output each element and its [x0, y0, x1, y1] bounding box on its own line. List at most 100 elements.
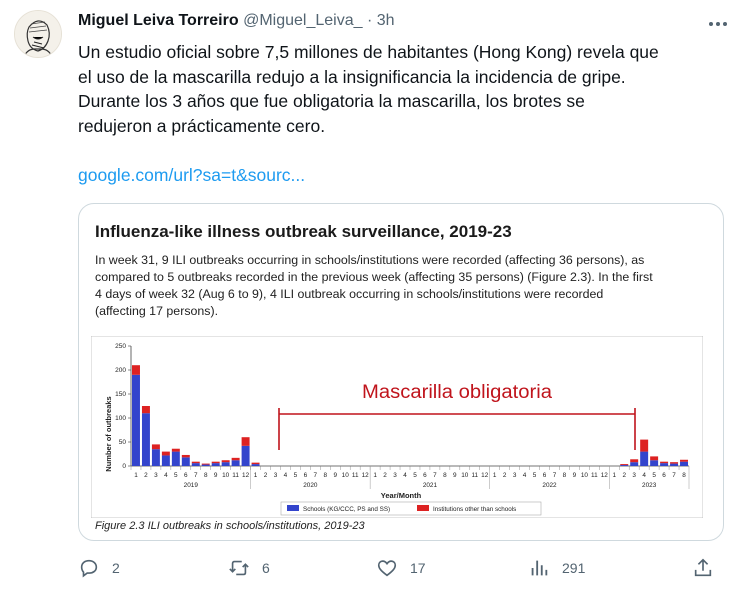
avatar[interactable] [14, 10, 62, 58]
bar-institutions [640, 439, 649, 452]
x-tick-label: 2 [264, 472, 268, 479]
x-tick-label: 10 [222, 472, 230, 479]
x-tick-label: 6 [543, 472, 547, 479]
y-tick-label: 150 [115, 391, 126, 398]
user-handle[interactable]: @Miguel_Leiva_ [243, 12, 363, 29]
share-button[interactable] [692, 554, 714, 582]
x-tick-label: 1 [373, 472, 377, 479]
tweet-link[interactable]: google.com/url?sa=t&sourc... [78, 165, 306, 185]
bar-schools [660, 463, 669, 466]
tweet-text-line: Durante los 3 años que fue obligatoria l… [78, 91, 585, 111]
reply-button[interactable]: 2 [78, 554, 120, 582]
bar-institutions [620, 464, 629, 466]
bar-institutions [151, 444, 160, 450]
x-tick-label: 6 [423, 472, 427, 479]
view-count: 291 [562, 560, 586, 576]
x-tick-label: 6 [304, 472, 308, 479]
x-tick-label: 2 [622, 472, 626, 479]
x-tick-label: 8 [443, 472, 447, 479]
y-axis-label: Number of outbreaks [104, 396, 113, 471]
bar-institutions [670, 462, 679, 464]
card-title: Influenza-like illness outbreak surveill… [95, 222, 512, 241]
tweet-text-line: redujeron a prácticamente cero. [78, 115, 326, 136]
x-tick-label: 10 [342, 472, 350, 479]
bar-schools [680, 461, 689, 466]
x-tick-label: 4 [403, 472, 407, 479]
card-paragraph-line: 4 days of week 32 (Aug 6 to 9), 4 ILI ou… [95, 287, 604, 301]
year-label: 2023 [642, 482, 657, 489]
x-tick-label: 2 [144, 472, 148, 479]
bar-institutions [680, 459, 689, 462]
y-tick-label: 250 [115, 343, 126, 350]
bar-institutions [141, 406, 150, 414]
more-icon [709, 22, 727, 26]
bar-schools [620, 465, 629, 466]
x-tick-label: 7 [314, 472, 318, 479]
outbreak-chart: Number of outbreaks Year/Month 0 50 100 150… [91, 336, 703, 518]
bar-schools [650, 460, 659, 466]
x-tick-label: 4 [284, 472, 288, 479]
display-name[interactable]: Miguel Leiva Torreiro [78, 12, 239, 29]
tweet-text-line: Un estudio oficial sobre 7,5 millones de… [78, 42, 659, 62]
x-tick-label: 11 [591, 472, 598, 479]
x-tick-label: 9 [573, 472, 577, 479]
figure-caption: Figure 2.3 ILI outbreaks in schools/inst… [95, 520, 365, 532]
chart-frame [91, 336, 703, 518]
x-tick-label: 8 [563, 472, 567, 479]
bar-schools [670, 463, 679, 466]
bar-institutions [231, 457, 240, 461]
bar-schools [221, 462, 230, 466]
x-tick-label: 1 [134, 472, 138, 479]
retweet-count: 6 [262, 560, 270, 576]
x-tick-label: 6 [662, 472, 666, 479]
like-button[interactable]: 17 [376, 554, 426, 582]
bar-schools [131, 374, 140, 466]
timestamp[interactable]: 3h [376, 12, 395, 29]
x-tick-label: 5 [413, 472, 417, 479]
retweet-button[interactable]: 6 [228, 554, 270, 582]
x-tick-label: 7 [433, 472, 437, 479]
views-button[interactable]: 291 [528, 554, 585, 582]
x-tick-label: 6 [184, 472, 188, 479]
bar-schools [191, 463, 200, 466]
bar-institutions [630, 459, 639, 463]
x-tick-label: 8 [682, 472, 686, 479]
bar-schools [181, 457, 190, 466]
card-paragraph-line: compared to 5 outbreaks recorded in the … [95, 270, 653, 284]
x-tick-label: 4 [523, 472, 527, 479]
x-tick-label: 8 [324, 472, 328, 479]
bar-institutions [251, 462, 260, 465]
bar-schools [201, 464, 210, 466]
like-icon [377, 560, 397, 577]
bar-institutions [201, 463, 210, 465]
avatar-sketch [15, 11, 61, 57]
x-tick-label: 3 [274, 472, 278, 479]
more-button[interactable] [706, 14, 730, 34]
card-paragraph-line: In week 31, 9 ILI outbreaks occurring in… [95, 253, 645, 267]
x-tick-label: 12 [481, 472, 489, 479]
legend-swatch-institutions [417, 505, 429, 511]
x-axis-label: Year/Month [381, 491, 422, 500]
legend-swatch-schools [287, 505, 299, 511]
x-tick-label: 7 [194, 472, 198, 479]
bar-institutions [211, 461, 220, 464]
share-icon [694, 558, 712, 577]
bar-schools [171, 451, 180, 466]
year-label: 2021 [423, 482, 438, 489]
reply-icon [80, 559, 98, 578]
x-tick-label: 11 [471, 472, 478, 479]
x-tick-label: 11 [232, 472, 239, 479]
x-tick-label: 8 [204, 472, 208, 479]
x-tick-label: 1 [612, 472, 616, 479]
x-tick-label: 3 [154, 472, 158, 479]
bar-schools [211, 463, 220, 466]
x-tick-label: 5 [533, 472, 537, 479]
bar-institutions [241, 437, 250, 446]
x-tick-label: 1 [254, 472, 258, 479]
x-tick-label: 4 [642, 472, 646, 479]
bar-schools [241, 445, 250, 466]
card-paragraph: In week 31, 9 ILI outbreaks occurring in… [95, 252, 705, 320]
attached-image[interactable]: Influenza-like illness outbreak surveill… [78, 203, 724, 541]
x-tick-label: 4 [164, 472, 168, 479]
like-count: 17 [410, 560, 426, 576]
